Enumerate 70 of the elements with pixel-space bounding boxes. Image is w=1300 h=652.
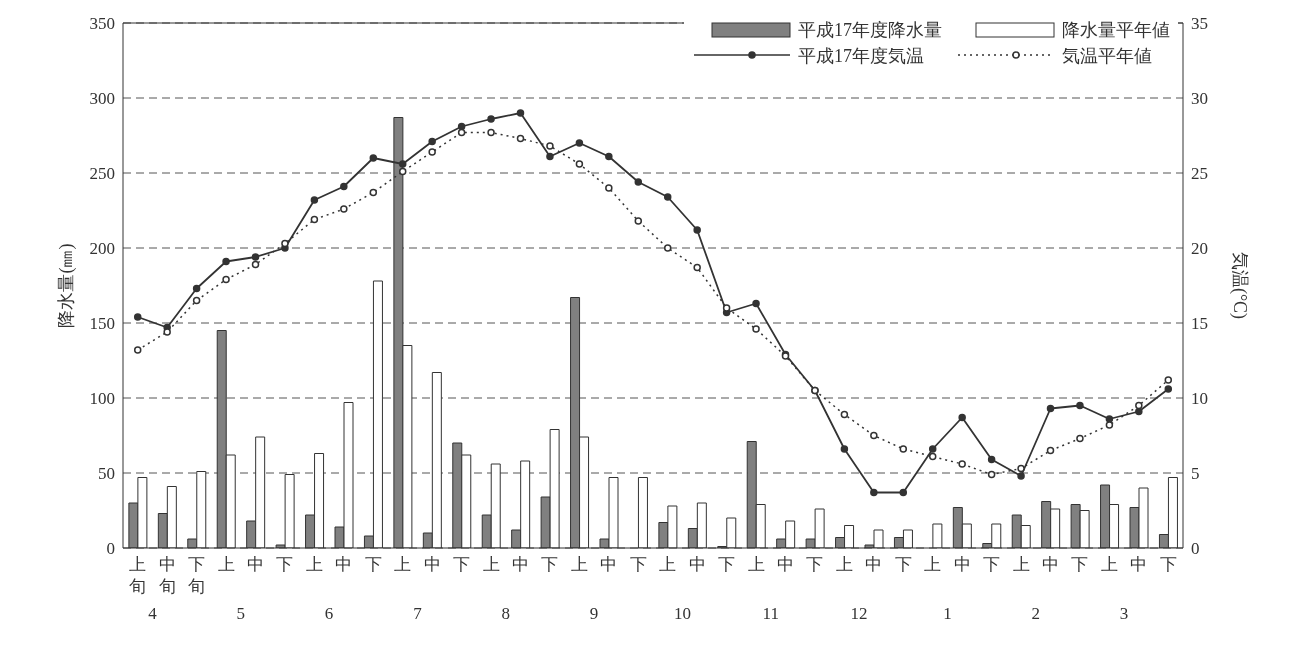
x-tick-label: 中旬 [158, 555, 176, 596]
y-tick-label: 0 [106, 539, 115, 559]
x-tick-label: 上 [394, 555, 412, 574]
text: 8 [500, 604, 511, 624]
x-tick-label: 上 [1100, 555, 1118, 574]
y2-tick-label: 30 [1191, 89, 1208, 109]
x-tick-label: 下 [364, 555, 382, 574]
y2-tick-label: 10 [1191, 389, 1208, 409]
x-tick-label: 上 [570, 555, 588, 574]
x-tick-label: 上 [217, 555, 235, 574]
text: 3 [1118, 604, 1130, 624]
x-tick-label: 下 [541, 555, 559, 574]
x-tick-label: 下旬 [188, 555, 206, 596]
x-tick-label: 下 [894, 555, 912, 574]
text: 10 [672, 604, 692, 624]
x-tick-label: 下 [276, 555, 294, 574]
text: 12 [849, 604, 869, 624]
y-tick-label: 200 [89, 239, 115, 259]
y2-tick-label: 15 [1191, 314, 1208, 334]
text: 5 [235, 604, 246, 624]
y-tick-label: 300 [89, 89, 115, 109]
y-tick-label: 100 [89, 389, 115, 409]
x-tick-label: 上 [1012, 555, 1030, 574]
x-tick-label: 中 [865, 555, 883, 574]
x-tick-label: 中 [1130, 555, 1148, 574]
y-tick-label: 50 [98, 464, 115, 484]
text: 4 [147, 604, 158, 624]
x-tick-label: 下 [983, 555, 1001, 574]
y-tick-label: 250 [89, 164, 115, 184]
x-tick-label: 下 [1159, 555, 1177, 574]
x-tick-label: 下 [1071, 555, 1089, 574]
text: 9 [588, 604, 600, 624]
x-tick-label: 中 [600, 555, 618, 574]
x-tick-label: 上旬 [129, 555, 147, 596]
legend-label: 降水量平年値 [1062, 19, 1170, 42]
y-tick-label: 350 [89, 14, 115, 34]
x-tick-label: 中 [1042, 555, 1059, 574]
text: 1 [942, 604, 953, 624]
text: 2 [1030, 604, 1041, 624]
legend-label: 気温平年値 [1062, 45, 1152, 68]
x-tick-label: 上 [482, 555, 500, 574]
y2-tick-label: 25 [1191, 164, 1208, 184]
x-tick-label: 下 [629, 555, 647, 574]
x-tick-label: 上 [305, 555, 323, 574]
x-tick-label: 上 [659, 555, 677, 574]
y2-tick-label: 20 [1191, 239, 1208, 259]
text: 11 [761, 604, 780, 624]
x-tick-label: 中 [688, 555, 706, 574]
x-tick-label: 上 [835, 555, 853, 574]
x-tick-label: 上 [924, 555, 942, 574]
y2-tick-label: 0 [1191, 539, 1200, 559]
text: 7 [412, 604, 423, 624]
x-tick-label: 中 [777, 555, 794, 574]
x-tick-label: 中 [512, 555, 529, 574]
x-tick-label: 中 [423, 555, 441, 574]
legend-label: 平成17年度気温 [798, 45, 924, 68]
x-tick-label: 中 [953, 555, 971, 574]
y2-axis-title: 気温(°C) [1228, 251, 1250, 320]
y-axis-title: 降水量(㎜) [56, 243, 78, 328]
x-tick-label: 中 [247, 555, 264, 574]
text: 6 [323, 604, 335, 624]
y-tick-label: 150 [89, 314, 115, 334]
x-tick-label: 中 [335, 555, 353, 574]
x-tick-label: 下 [453, 555, 471, 574]
y2-tick-label: 5 [1191, 464, 1200, 484]
x-tick-label: 下 [718, 555, 736, 574]
y2-tick-label: 35 [1191, 14, 1208, 34]
legend-label: 平成17年度降水量 [798, 19, 942, 42]
x-tick-label: 上 [747, 555, 765, 574]
x-tick-label: 下 [806, 555, 824, 574]
